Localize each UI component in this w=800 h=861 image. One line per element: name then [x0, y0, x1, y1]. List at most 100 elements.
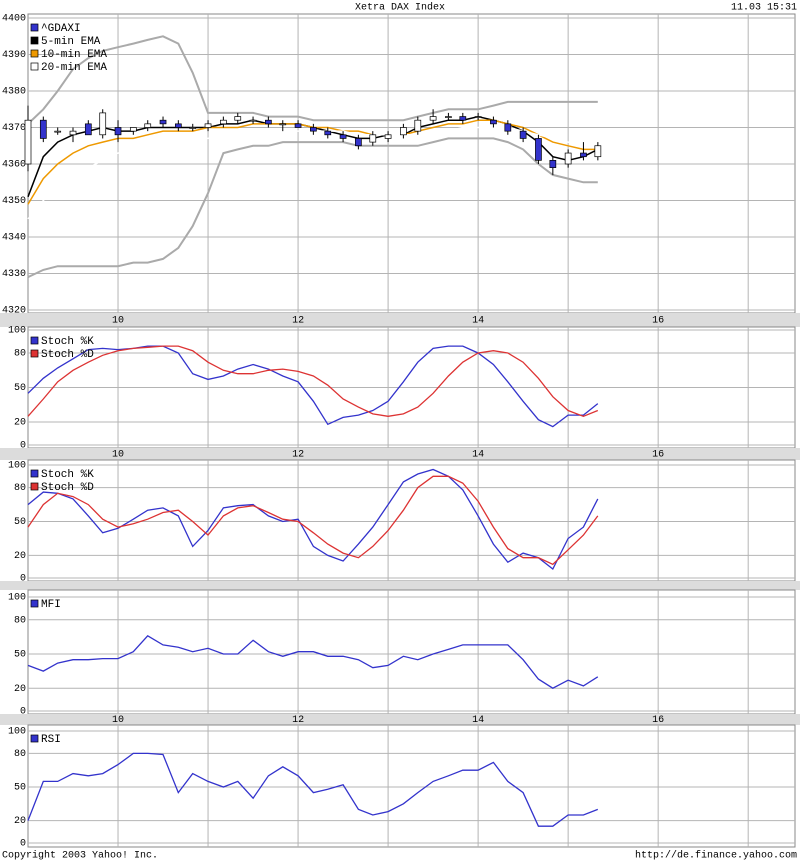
- candle-body: [369, 134, 377, 143]
- candle-body: [129, 127, 137, 132]
- candle-body: [24, 119, 32, 165]
- x-tick-label: 14: [472, 316, 484, 327]
- candle-body: [490, 119, 497, 125]
- candle-body: [249, 119, 257, 122]
- source-url: http://de.finance.yahoo.com: [635, 850, 797, 861]
- copyright: Copyright 2003 Yahoo! Inc.: [2, 850, 158, 861]
- candle-body: [355, 138, 362, 147]
- candle-body: [265, 119, 272, 125]
- candle-body: [519, 130, 527, 139]
- y-tick-label: 0: [20, 707, 26, 718]
- legend-label: Stoch %D: [41, 482, 94, 494]
- x-tick-label: 16: [652, 715, 664, 726]
- x-tick-label: 12: [292, 316, 304, 327]
- legend-swatch: [30, 23, 39, 32]
- candle-body: [144, 123, 152, 128]
- axis-strip: [0, 581, 800, 590]
- candle-body: [99, 112, 107, 136]
- x-tick-label: 10: [112, 715, 124, 726]
- y-tick-label: 20: [14, 551, 26, 562]
- y-tick-label: 100: [8, 326, 26, 337]
- x-tick-label: 10: [112, 450, 124, 461]
- legend-label: 20-min EMA: [41, 62, 107, 74]
- y-tick-label: 50: [14, 650, 26, 661]
- indicator-line: [27, 468, 599, 571]
- candle-body: [69, 130, 77, 136]
- y-tick-label: 4360: [2, 160, 26, 171]
- x-tick-label: 10: [112, 316, 124, 327]
- candle-body: [504, 123, 512, 132]
- legend-label: Stoch %D: [41, 349, 94, 361]
- y-tick-label: 80: [14, 615, 26, 626]
- indicator-line: [27, 475, 599, 566]
- legend-label: Stoch %K: [41, 336, 94, 348]
- y-tick-label: 4320: [2, 306, 26, 317]
- legend-swatch: [30, 469, 39, 478]
- candle-body: [279, 123, 287, 126]
- band-line: [27, 137, 598, 279]
- legend-label: RSI: [41, 734, 61, 746]
- candle-body: [204, 123, 212, 128]
- x-tick-label: 12: [292, 715, 304, 726]
- plot-area: [27, 724, 796, 848]
- plot-area: [27, 589, 796, 715]
- candle-body: [564, 152, 572, 165]
- y-tick-label: 80: [14, 349, 26, 360]
- candle-body: [54, 130, 62, 133]
- y-tick-label: 4340: [2, 233, 26, 244]
- axis-strip: [0, 714, 800, 725]
- candle-body: [189, 127, 197, 129]
- y-tick-label: 20: [14, 816, 26, 827]
- candle-body: [339, 134, 347, 139]
- y-tick-label: 100: [8, 727, 26, 738]
- indicator-line: [27, 345, 599, 417]
- candle-body: [324, 130, 332, 136]
- candle-body: [459, 116, 467, 121]
- x-tick-label: 16: [652, 316, 664, 327]
- candle-body: [549, 160, 557, 169]
- plot-area: [27, 459, 796, 582]
- x-tick-label: 12: [292, 450, 304, 461]
- legend-swatch: [30, 36, 39, 45]
- y-tick-label: 4330: [2, 269, 26, 280]
- candle-body: [384, 134, 392, 139]
- candle-body: [445, 116, 452, 118]
- indicator-line: [27, 752, 599, 827]
- legend-label: MFI: [41, 599, 61, 611]
- candle-body: [474, 116, 482, 118]
- candle-body: [594, 145, 602, 158]
- candle-body: [310, 127, 317, 132]
- y-tick-label: 0: [20, 839, 26, 850]
- candle-body: [414, 119, 422, 132]
- y-tick-label: 80: [14, 749, 26, 760]
- timestamp: 11.03 15:31: [731, 3, 797, 14]
- legend-swatch: [30, 62, 39, 71]
- y-tick-label: 4370: [2, 123, 26, 134]
- y-tick-label: 20: [14, 418, 26, 429]
- candle-body: [159, 119, 167, 125]
- legend-swatch: [30, 482, 39, 491]
- chart-title: Xetra DAX Index: [355, 2, 445, 14]
- y-tick-label: 4350: [2, 196, 26, 207]
- candle-body: [234, 116, 242, 121]
- candle-body: [114, 127, 122, 136]
- candle-body: [294, 123, 302, 128]
- x-tick-label: 14: [472, 450, 484, 461]
- legend-label: 10-min EMA: [41, 49, 107, 61]
- legend-swatch: [30, 49, 39, 58]
- y-tick-label: 4380: [2, 87, 26, 98]
- candle-body: [174, 123, 182, 128]
- y-tick-label: 4390: [2, 50, 26, 61]
- x-tick-label: 14: [472, 715, 484, 726]
- y-tick-label: 0: [20, 574, 26, 585]
- indicator-line: [27, 345, 599, 428]
- y-tick-label: 100: [8, 593, 26, 604]
- y-tick-label: 100: [8, 461, 26, 472]
- band-line: [27, 35, 598, 125]
- y-tick-label: 50: [14, 517, 26, 528]
- candle-body: [580, 152, 587, 158]
- y-tick-label: 0: [20, 441, 26, 452]
- axis-strip: [0, 313, 800, 327]
